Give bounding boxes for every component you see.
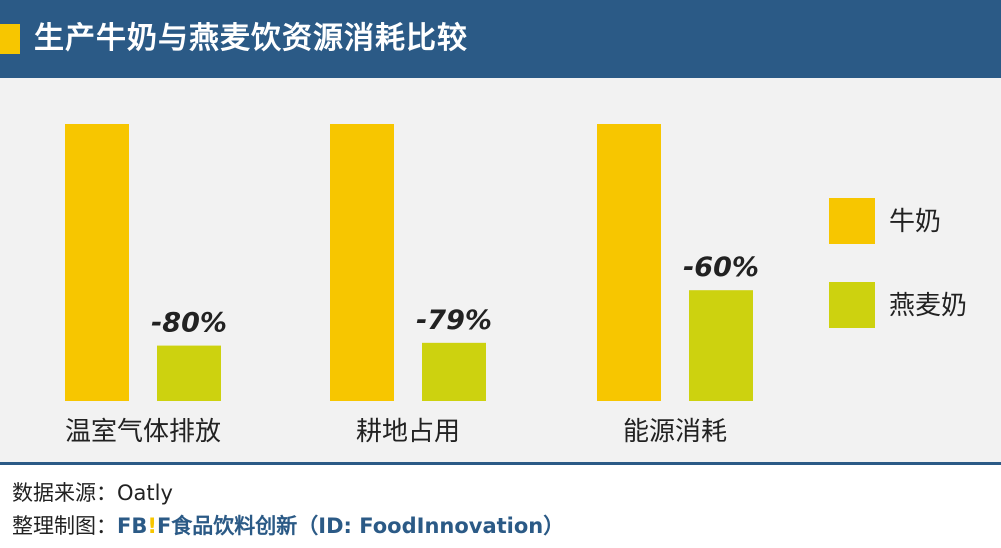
credit-line: 整理制图：FB!F食品饮料创新（ID: FoodInnovation） xyxy=(12,512,564,540)
credit-prefix: 整理制图： xyxy=(12,514,117,538)
data-source: 数据来源：Oatly xyxy=(12,481,173,505)
legend-label-oat-milk: 燕麦奶 xyxy=(889,291,967,321)
page-title: 生产牛奶与燕麦饮资源消耗比较 xyxy=(34,21,468,56)
bar-milk-1 xyxy=(65,124,129,401)
legend-swatch-oat-milk xyxy=(829,282,875,328)
legend-swatch-milk xyxy=(829,198,875,244)
bar-milk-3 xyxy=(597,124,661,401)
category-label-3: 能源消耗 xyxy=(623,417,727,447)
data-label-1: -80% xyxy=(151,308,227,339)
header-bar xyxy=(0,0,1001,78)
bar-oat-milk-2 xyxy=(422,342,486,401)
credit-brand-bang: ! xyxy=(147,514,157,538)
credit-brand-fb: FB xyxy=(117,514,148,538)
data-label-2: -79% xyxy=(416,305,492,336)
legend-label-milk: 牛奶 xyxy=(889,207,941,237)
bottom-divider xyxy=(0,462,1001,465)
category-label-2: 耕地占用 xyxy=(356,417,460,447)
category-label-1: 温室气体排放 xyxy=(65,417,221,447)
header-accent-mark xyxy=(0,24,20,54)
data-label-3: -60% xyxy=(683,252,759,283)
credit-name: 食品饮料创新（ID: FoodInnovation） xyxy=(171,514,565,538)
bar-oat-milk-3 xyxy=(689,290,753,401)
credit-brand-f: F xyxy=(156,514,172,538)
bar-oat-milk-1 xyxy=(157,345,221,401)
bar-milk-2 xyxy=(330,124,394,401)
